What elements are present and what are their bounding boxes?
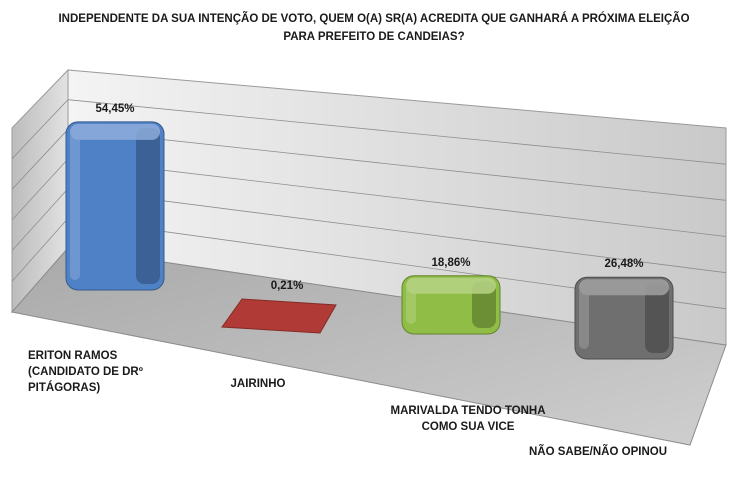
bar-top-3: [579, 279, 669, 296]
category-label: ERITON RAMOS: [28, 350, 118, 362]
gridline-side: [11, 218, 69, 282]
bar-shade-0: [136, 127, 160, 285]
category-label: MARIVALDA TENDO TONHA: [390, 405, 545, 417]
floor: [11, 247, 727, 446]
category-label: (CANDIDATO DE DRº: [28, 366, 143, 378]
chart-title: INDEPENDENTE DA SUA INTENÇÃO DE VOTO, QU…: [40, 10, 708, 46]
category-label: PITÁGORAS): [28, 381, 100, 394]
bar-shade-3: [645, 283, 669, 353]
value-label: 0,21%: [271, 280, 304, 292]
gridline: [67, 99, 727, 165]
bar-highlight-0: [70, 131, 80, 280]
bar-top-0: [70, 123, 160, 140]
gridline-side: [11, 99, 69, 159]
gridline-side: [11, 129, 69, 190]
category-label: COMO SUA VICE: [422, 421, 515, 433]
bar-highlight-2: [406, 285, 416, 324]
bar-highlight-3: [579, 287, 589, 349]
category-label: NÃO SABE/NÃO OPINOU: [529, 445, 667, 458]
gridline: [67, 188, 727, 274]
chart-title-line-2: PARA PREFEITO DE CANDEIAS?: [283, 31, 465, 43]
category-label: JAIRINHO: [231, 378, 286, 390]
gridline-side: [11, 188, 69, 251]
value-label: 26,48%: [604, 258, 643, 270]
chart-title-line-1: INDEPENDENTE DA SUA INTENÇÃO DE VOTO, QU…: [58, 13, 690, 25]
gridline-side: [11, 158, 69, 221]
gridline: [67, 158, 727, 237]
bar-1: [221, 298, 337, 334]
value-label: 18,86%: [431, 257, 470, 269]
value-label: 54,45%: [95, 103, 134, 115]
bar-top-2: [406, 277, 496, 294]
gridline: [67, 128, 727, 201]
